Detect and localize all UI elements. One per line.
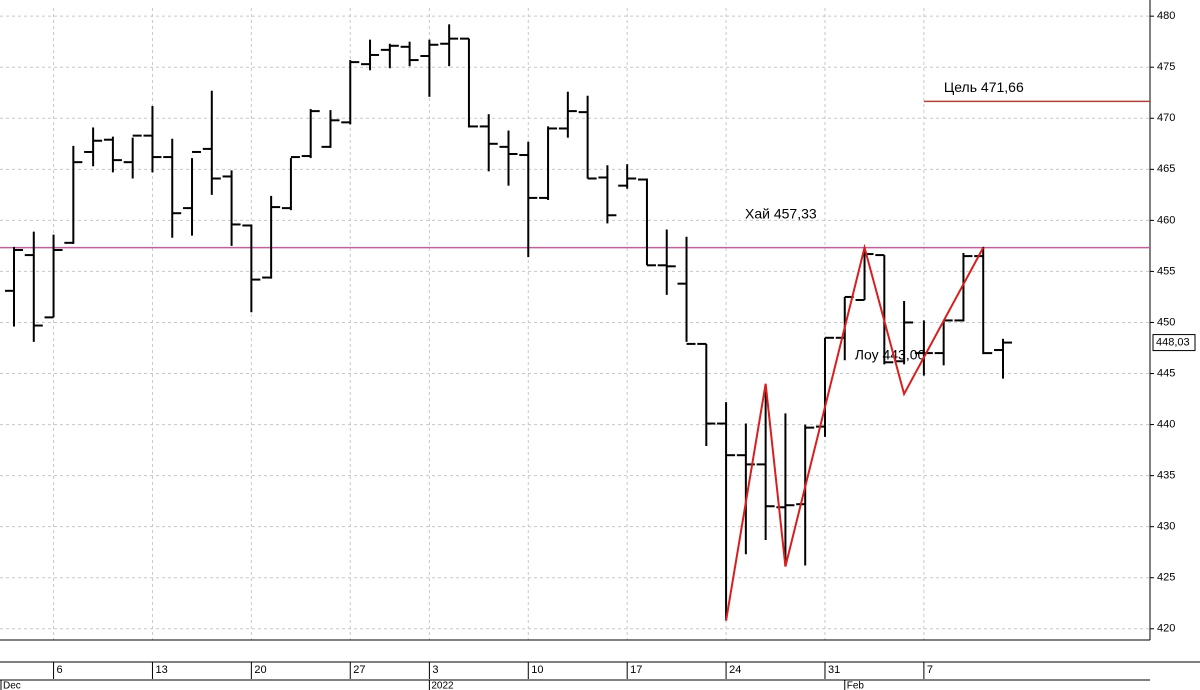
y-tick-label: 430: [1157, 521, 1175, 533]
y-tick-label: 445: [1157, 367, 1175, 379]
level-label: Цель 471,66: [944, 79, 1024, 95]
last-price-box: [1152, 334, 1196, 352]
x-tick-label: 17: [630, 664, 642, 676]
y-tick-label: 440: [1157, 418, 1175, 430]
x-tick-label: 27: [353, 664, 365, 676]
y-tick-label: 420: [1157, 623, 1175, 635]
annotation: Лоу 443,00: [855, 347, 926, 363]
y-tick-label: 435: [1157, 470, 1175, 482]
y-tick-label: 475: [1157, 61, 1175, 73]
x-tick-label: 7: [927, 664, 933, 676]
month-label: Dec: [3, 681, 21, 690]
x-tick-label: 13: [155, 664, 167, 676]
y-tick-label: 460: [1157, 214, 1175, 226]
y-tick-label: 455: [1157, 265, 1175, 277]
x-tick-label: 10: [531, 664, 543, 676]
y-tick-label: 470: [1157, 112, 1175, 124]
x-tick-label: 24: [729, 664, 741, 676]
x-tick-label: 31: [828, 664, 840, 676]
x-tick-label: 6: [57, 664, 63, 676]
zigzag: [725, 243, 985, 621]
month-label: Feb: [847, 681, 865, 690]
y-tick-label: 465: [1157, 163, 1175, 175]
y-tick-label: 450: [1157, 316, 1175, 328]
x-tick-label: 20: [254, 664, 266, 676]
x-tick-label: 3: [432, 664, 438, 676]
y-tick-label: 480: [1157, 10, 1175, 22]
month-label: 2022: [431, 681, 454, 690]
last-price-label: 448,03: [1156, 336, 1190, 348]
level-label: Хай 457,33: [745, 205, 817, 221]
y-tick-label: 425: [1157, 572, 1175, 584]
